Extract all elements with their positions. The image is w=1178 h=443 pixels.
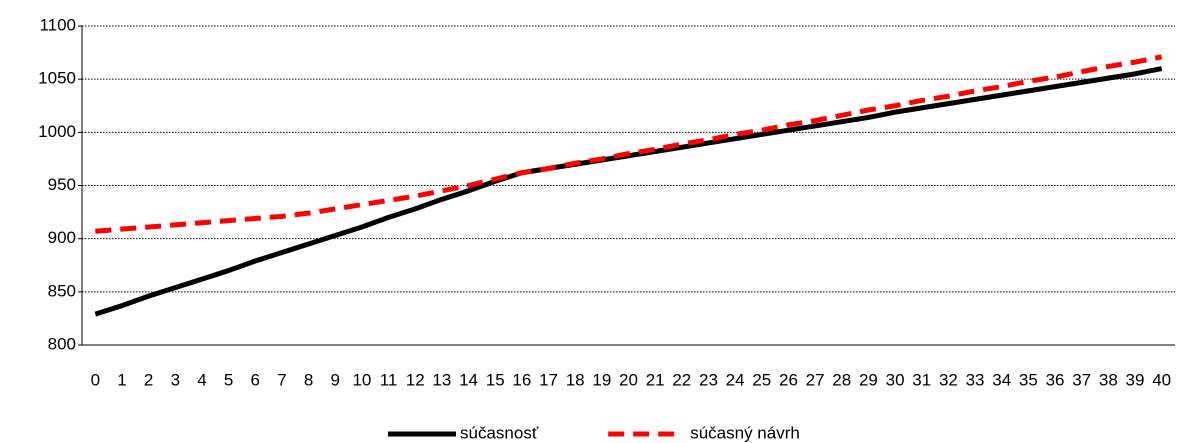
series-line bbox=[95, 54, 1163, 234]
y-tick-label: 850 bbox=[48, 281, 76, 300]
x-tick-label: 38 bbox=[1099, 370, 1118, 389]
y-tick-label: 800 bbox=[48, 334, 76, 353]
x-tick-label: 20 bbox=[619, 370, 638, 389]
x-tick-label: 6 bbox=[251, 370, 260, 389]
x-tick-label: 33 bbox=[966, 370, 985, 389]
x-tick-label: 0 bbox=[91, 370, 100, 389]
x-tick-label: 25 bbox=[752, 370, 771, 389]
x-tick-label: 22 bbox=[672, 370, 691, 389]
x-tick-label: 3 bbox=[171, 370, 180, 389]
x-tick-label: 12 bbox=[406, 370, 425, 389]
x-tick-label: 13 bbox=[432, 370, 451, 389]
legend-label: súčasný návrh bbox=[690, 423, 800, 442]
x-tick-label: 1 bbox=[117, 370, 126, 389]
x-tick-label: 26 bbox=[779, 370, 798, 389]
x-tick-label: 31 bbox=[912, 370, 931, 389]
x-tick-label: 18 bbox=[566, 370, 585, 389]
x-tick-label: 34 bbox=[992, 370, 1011, 389]
x-tick-label: 39 bbox=[1126, 370, 1145, 389]
x-tick-label: 15 bbox=[486, 370, 505, 389]
x-tick-label: 8 bbox=[304, 370, 313, 389]
x-tick-label: 24 bbox=[726, 370, 745, 389]
x-tick-label: 40 bbox=[1152, 370, 1171, 389]
x-tick-label: 27 bbox=[806, 370, 825, 389]
x-tick-label: 21 bbox=[646, 370, 665, 389]
y-tick-label: 1100 bbox=[39, 15, 76, 34]
x-tick-label: 5 bbox=[224, 370, 233, 389]
y-tick-label: 1000 bbox=[38, 122, 76, 141]
x-tick-label: 29 bbox=[859, 370, 878, 389]
x-tick-label: 30 bbox=[886, 370, 905, 389]
x-tick-label: 4 bbox=[197, 370, 206, 389]
x-tick-label: 32 bbox=[939, 370, 958, 389]
x-tick-label: 9 bbox=[331, 370, 340, 389]
x-tick-label: 36 bbox=[1046, 370, 1065, 389]
x-tick-label: 2 bbox=[144, 370, 153, 389]
y-tick-label: 950 bbox=[48, 175, 76, 194]
series-line bbox=[94, 66, 1163, 317]
x-tick-label: 28 bbox=[832, 370, 851, 389]
y-tick-label: 900 bbox=[48, 228, 76, 247]
x-tick-label: 16 bbox=[512, 370, 531, 389]
x-tick-label: 10 bbox=[352, 370, 371, 389]
legend-label: súčasnosť bbox=[460, 423, 539, 442]
x-tick-label: 17 bbox=[539, 370, 558, 389]
x-tick-label: 35 bbox=[1019, 370, 1038, 389]
x-tick-label: 14 bbox=[459, 370, 478, 389]
x-tick-label: 19 bbox=[592, 370, 611, 389]
x-tick-label: 7 bbox=[277, 370, 286, 389]
y-tick-label: 1050 bbox=[38, 69, 76, 88]
x-tick-label: 23 bbox=[699, 370, 718, 389]
x-tick-label: 37 bbox=[1072, 370, 1091, 389]
x-tick-label: 11 bbox=[380, 370, 398, 389]
